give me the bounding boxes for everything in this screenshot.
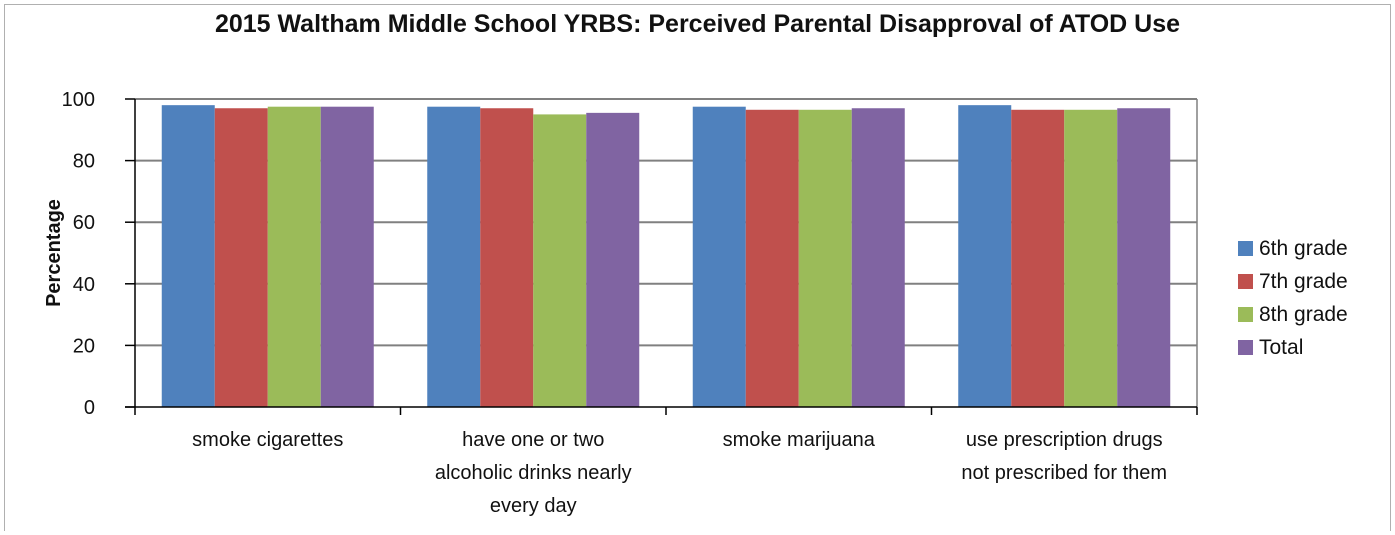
x-category-label: smoke marijuana [723,429,876,451]
bar-7th-grade [480,108,533,407]
legend-label: Total [1259,336,1303,360]
bar-6th-grade [427,107,480,407]
bar-total [852,108,905,407]
bar-8th-grade [533,114,586,407]
y-tick-label: 60 [73,212,95,234]
bar-total [1117,108,1170,407]
legend-swatch [1238,241,1253,256]
y-tick-label: 0 [84,397,95,419]
legend-label: 8th grade [1259,303,1348,327]
legend-item: 7th grade [1238,265,1348,298]
legend-label: 7th grade [1259,270,1348,294]
bar-8th-grade [799,110,852,407]
bar-8th-grade [268,107,321,407]
y-axis-label: Percentage [43,199,65,307]
legend-swatch [1238,307,1253,322]
legend-swatch [1238,274,1253,289]
bar-6th-grade [693,107,746,407]
legend-item: Total [1238,331,1348,364]
bar-6th-grade [162,105,215,407]
x-category-label: alcoholic drinks nearly [435,462,632,484]
x-category-label: smoke cigarettes [192,429,343,451]
legend-item: 6th grade [1238,232,1348,265]
bar-8th-grade [1064,110,1117,407]
legend-label: 6th grade [1259,237,1348,261]
legend-item: 8th grade [1238,298,1348,331]
y-tick-label: 20 [73,335,95,357]
x-category-label: every day [490,495,577,517]
bar-7th-grade [215,108,268,407]
bar-6th-grade [958,105,1011,407]
bar-total [586,113,639,407]
y-tick-label: 100 [62,89,95,111]
legend-swatch [1238,340,1253,355]
x-category-label: use prescription drugs [966,429,1163,451]
y-tick-label: 40 [73,274,95,296]
x-category-label: not prescribed for them [961,462,1167,484]
chart-legend: 6th grade 7th grade 8th grade Total [1238,232,1348,364]
y-tick-label: 80 [73,151,95,173]
x-category-label: have one or two [462,429,604,451]
bar-total [321,107,374,407]
bar-7th-grade [746,110,799,407]
bar-7th-grade [1011,110,1064,407]
